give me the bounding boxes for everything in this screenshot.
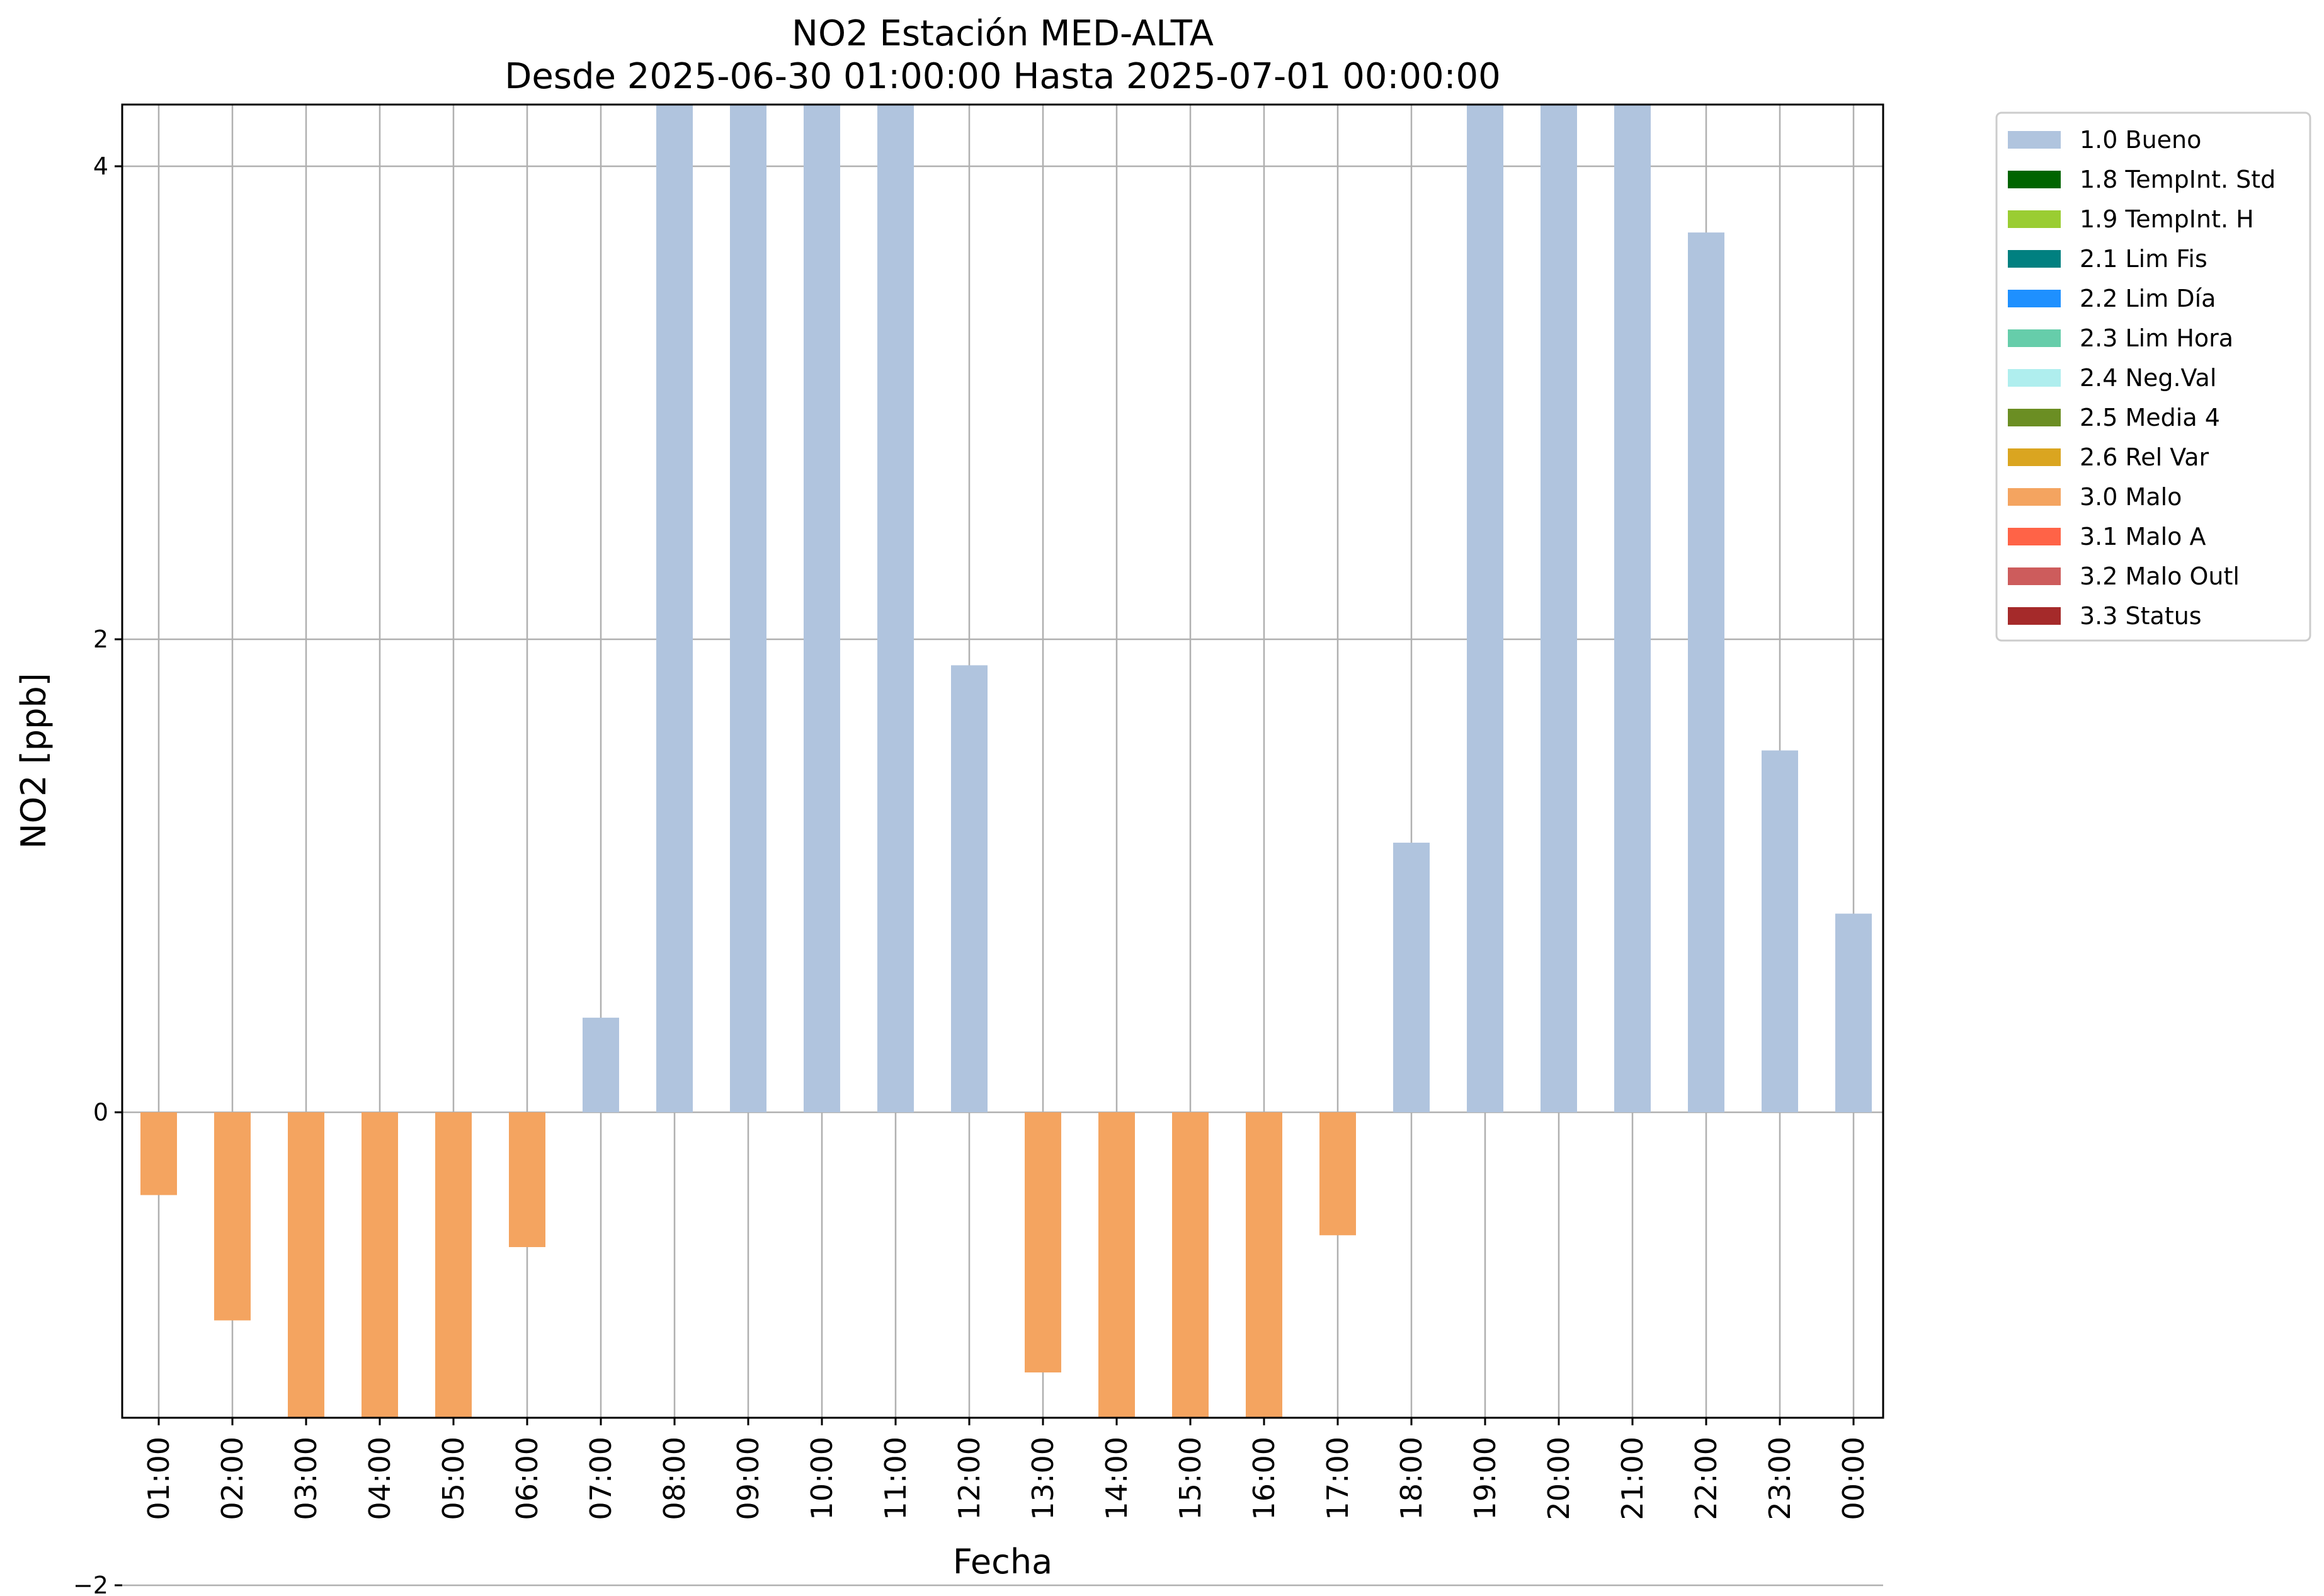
bar-1700 [1319,1112,1356,1236]
x-tick-label: 13:00 [1026,1437,1060,1520]
legend-entry-label: 2.2 Lim Día [2080,285,2216,312]
bar-0100 [140,1112,177,1195]
x-tick-label: 09:00 [731,1437,765,1520]
bar-1800 [1393,842,1430,1112]
legend-entry-label: 3.3 Status [2080,602,2202,630]
x-tick-label: 07:00 [584,1437,618,1520]
legend-swatch [2008,171,2061,188]
bar-0600 [509,1112,545,1248]
legend-swatch [2008,210,2061,228]
bar-0800 [656,105,693,1112]
chart-title: NO2 Estación MED-ALTA [792,13,1214,54]
y-axis-label: NO2 [ppb] [14,673,54,848]
bar-1200 [951,665,988,1112]
bar-1500 [1172,1112,1209,1418]
x-tick-label: 15:00 [1173,1437,1207,1520]
bar-0900 [730,105,766,1112]
legend-entry-label: 1.0 Bueno [2080,126,2201,154]
legend-entry-label: 1.8 TempInt. Std [2080,166,2276,193]
x-tick-label: 16:00 [1247,1437,1281,1520]
y-tick-label: 2 [93,625,108,653]
x-tick-label: 19:00 [1468,1437,1502,1520]
x-tick-label: 20:00 [1542,1437,1576,1520]
x-tick-label: 04:00 [363,1437,397,1520]
plot-frame [121,103,1884,1419]
x-tick-label: 01:00 [142,1437,176,1520]
legend-swatch [2008,250,2061,268]
legend-entry-label: 2.1 Lim Fis [2080,245,2207,273]
x-tick-label: 10:00 [805,1437,839,1520]
bar-1100 [877,105,914,1112]
x-axis-ticks: 01:00 02:00 03:00 04:00 05:00 06:00 07:00 08:00… [142,1418,1871,1520]
legend-swatch [2008,488,2061,506]
bar-0300 [288,1112,324,1418]
x-tick-label: 17:00 [1321,1437,1355,1520]
bar-2100 [1614,105,1651,1112]
x-tick-label: 08:00 [658,1437,692,1520]
x-tick-label: 00:00 [1837,1437,1871,1520]
bar-2200 [1688,232,1724,1112]
legend-entry-label: 3.1 Malo A [2080,523,2206,550]
y-axis-ticks: −202468 [73,152,122,1596]
bar-1900 [1467,105,1503,1112]
legend: 1.0 Bueno 1.8 TempInt. Std 1.9 TempInt. H 2… [1995,111,2311,642]
bar-1300 [1025,1112,1061,1373]
legend-swatch [2008,409,2061,426]
legend-swatch [2008,369,2061,387]
legend-entry-label: 2.5 Media 4 [2080,404,2220,431]
x-tick-label: 02:00 [215,1437,249,1520]
x-tick-label: 18:00 [1394,1437,1428,1520]
legend-swatch [2008,448,2061,466]
x-tick-label: 06:00 [510,1437,544,1520]
legend-swatch [2008,528,2061,545]
legend-entry-label: 2.3 Lim Hora [2080,324,2233,352]
bar-0200 [214,1112,251,1321]
legend-swatch [2008,290,2061,307]
y-tick-label: −2 [73,1571,108,1596]
bar-0500 [435,1112,472,1418]
bar-1600 [1246,1112,1282,1418]
x-tick-label: 21:00 [1615,1437,1649,1520]
chart-subtitle: Desde 2025-06-30 01:00:00 Hasta 2025-07-… [504,56,1501,97]
legend-entry-label: 2.6 Rel Var [2080,443,2209,471]
x-tick-label: 23:00 [1763,1437,1797,1520]
legend-swatch [2008,567,2061,585]
bars [140,105,1872,1418]
x-tick-label: 14:00 [1100,1437,1134,1520]
x-tick-label: 05:00 [436,1437,470,1520]
legend-entry-label: 1.9 TempInt. H [2080,205,2254,233]
bar-0400 [362,1112,398,1418]
bar-2300 [1762,750,1798,1112]
bar-1400 [1098,1112,1135,1418]
x-tick-label: 03:00 [289,1437,323,1520]
legend-swatch [2008,329,2061,347]
x-axis-label: Fecha [953,1542,1052,1582]
x-tick-label: 22:00 [1689,1437,1723,1520]
legend-swatch [2008,607,2061,625]
legend-entry-label: 3.0 Malo [2080,483,2182,511]
legend-swatch [2008,131,2061,149]
y-tick-label: 4 [93,152,108,180]
legend-entry-label: 2.4 Neg.Val [2080,364,2216,392]
y-tick-label: 0 [93,1098,108,1126]
bar-0000 [1835,913,1872,1112]
legend-frame [1995,111,2311,642]
x-tick-label: 12:00 [952,1437,986,1520]
bar-1000 [804,105,840,1112]
bar-0700 [583,1017,619,1112]
bar-2000 [1541,105,1577,1112]
x-tick-label: 11:00 [879,1437,913,1520]
legend-entry-label: 3.2 Malo Outl [2080,562,2240,590]
